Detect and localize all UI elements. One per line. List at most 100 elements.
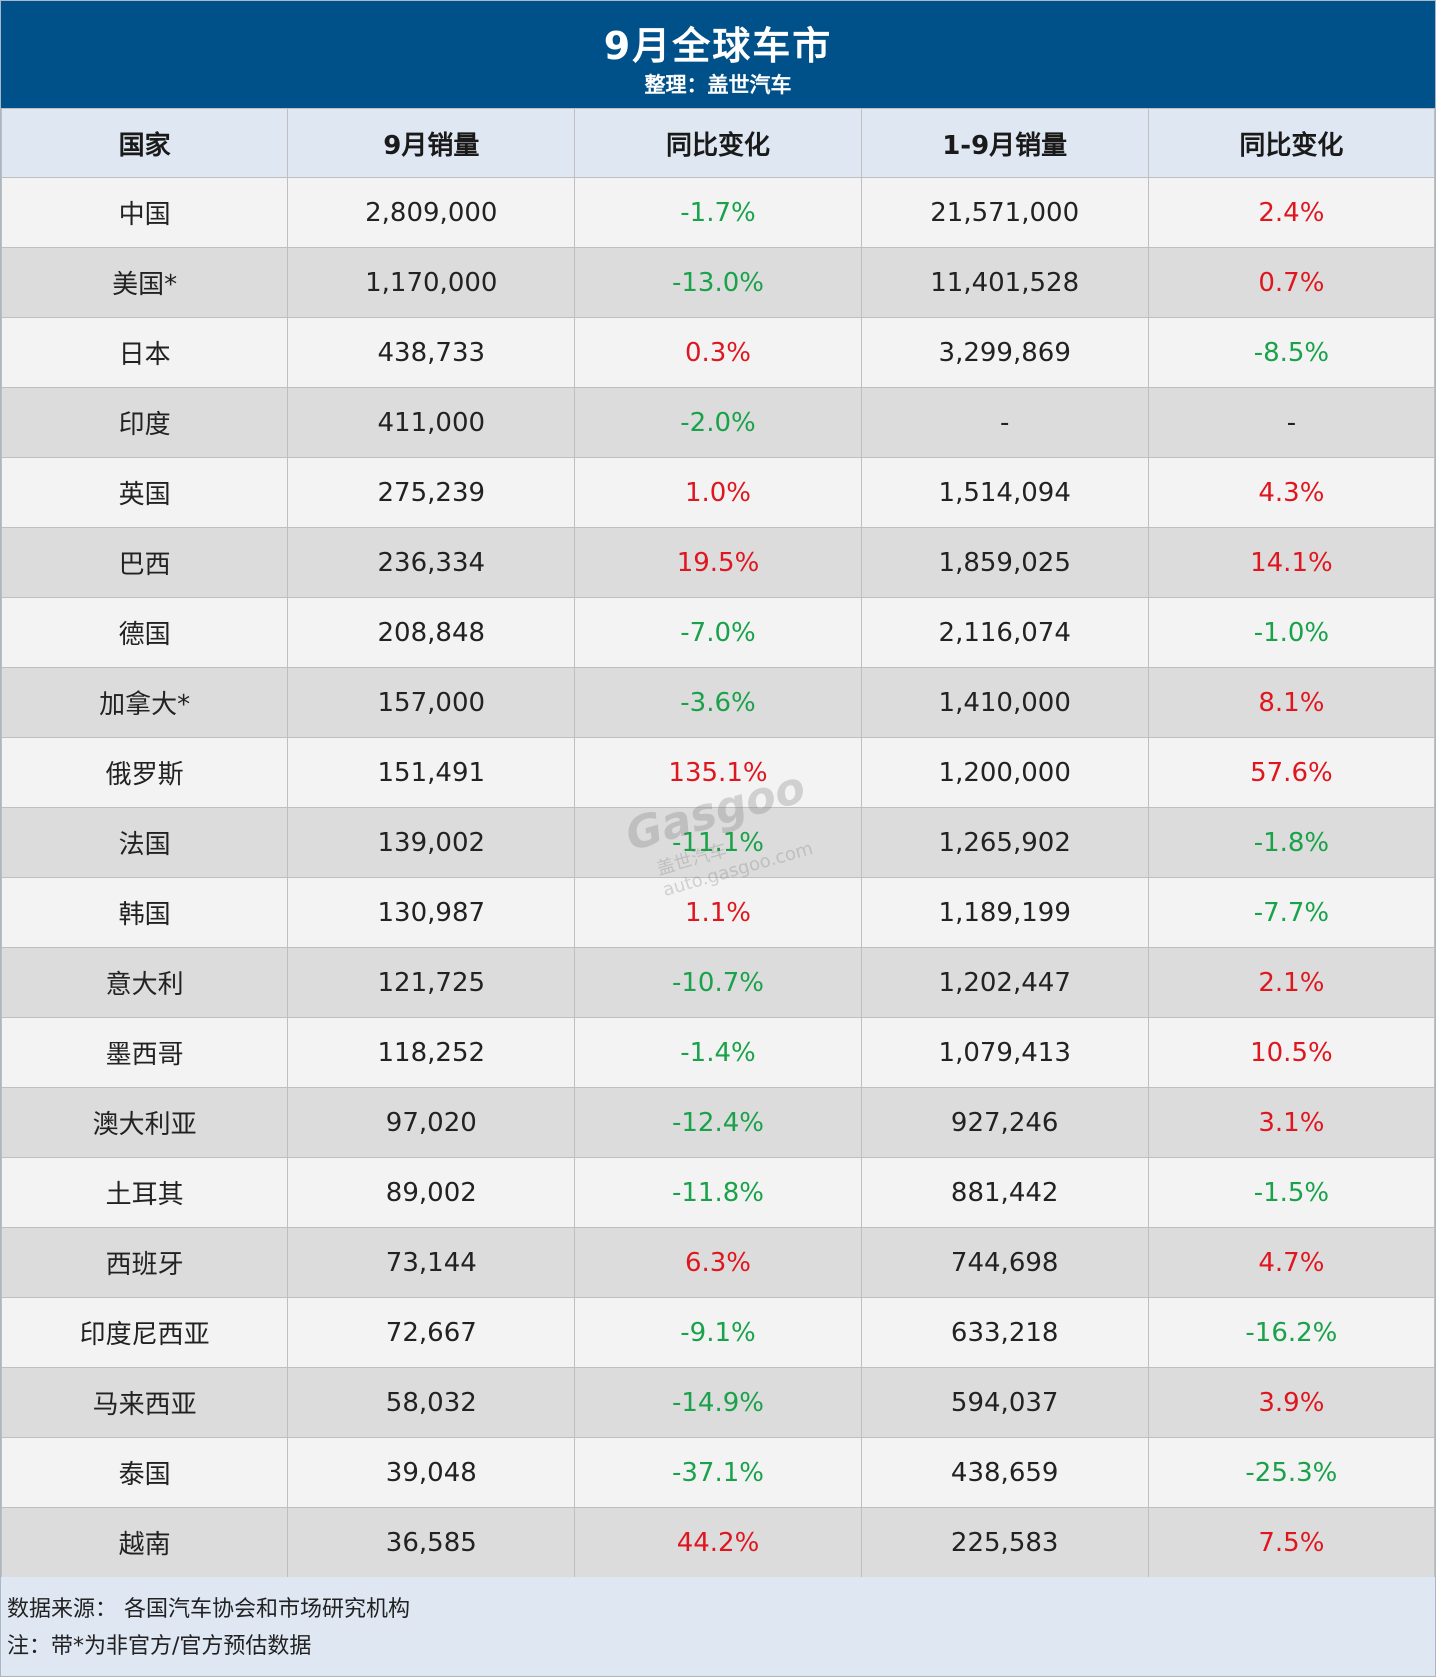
table-row: 巴西 236,334 19.5% 1,859,025 14.1% — [0, 527, 1436, 598]
column-header-ytd-yoy: 同比变化 — [1147, 108, 1436, 178]
cell-sep-yoy: 1.0% — [574, 457, 862, 528]
cell-ytd-sales: 225,583 — [860, 1507, 1149, 1578]
cell-sep-sales: 151,491 — [287, 737, 576, 808]
cell-ytd-yoy: -16.2% — [1147, 1297, 1436, 1368]
cell-sep-yoy: 19.5% — [574, 527, 862, 598]
cell-sep-sales: 73,144 — [287, 1227, 576, 1298]
cell-sep-yoy: 44.2% — [574, 1507, 862, 1578]
cell-sep-yoy: -37.1% — [574, 1437, 862, 1508]
title-bar: 9月全球车市 整理：盖世汽车 — [1, 1, 1435, 108]
cell-sep-sales: 121,725 — [287, 947, 576, 1018]
cell-ytd-sales: 1,410,000 — [860, 667, 1149, 738]
cell-sep-sales: 130,987 — [287, 877, 576, 948]
cell-country: 越南 — [0, 1507, 289, 1578]
cell-ytd-sales: 1,514,094 — [860, 457, 1149, 528]
cell-ytd-yoy: -8.5% — [1147, 317, 1436, 388]
cell-ytd-yoy: -25.3% — [1147, 1437, 1436, 1508]
cell-ytd-yoy: 2.1% — [1147, 947, 1436, 1018]
cell-ytd-yoy: 8.1% — [1147, 667, 1436, 738]
table-row: 中国 2,809,000 -1.7% 21,571,000 2.4% — [0, 177, 1436, 248]
cell-country: 土耳其 — [0, 1157, 289, 1228]
cell-ytd-sales: - — [860, 387, 1149, 458]
cell-ytd-sales: 1,079,413 — [860, 1017, 1149, 1088]
cell-sep-sales: 89,002 — [287, 1157, 576, 1228]
cell-ytd-yoy: 3.9% — [1147, 1367, 1436, 1438]
cell-sep-yoy: -1.7% — [574, 177, 862, 248]
cell-ytd-sales: 1,859,025 — [860, 527, 1149, 598]
cell-ytd-yoy: 57.6% — [1147, 737, 1436, 808]
cell-sep-sales: 157,000 — [287, 667, 576, 738]
cell-ytd-sales: 594,037 — [860, 1367, 1149, 1438]
cell-sep-sales: 275,239 — [287, 457, 576, 528]
cell-sep-sales: 2,809,000 — [287, 177, 576, 248]
cell-ytd-sales: 438,659 — [860, 1437, 1149, 1508]
cell-country: 美国* — [0, 247, 289, 318]
cell-ytd-sales: 1,265,902 — [860, 807, 1149, 878]
cell-ytd-yoy: 7.5% — [1147, 1507, 1436, 1578]
cell-country: 韩国 — [0, 877, 289, 948]
cell-ytd-yoy: 2.4% — [1147, 177, 1436, 248]
cell-country: 巴西 — [0, 527, 289, 598]
footer-source: 数据来源： 各国汽车协会和市场研究机构 — [7, 1597, 410, 1622]
column-header-sep-sales: 9月销量 — [287, 108, 576, 178]
cell-ytd-yoy: 14.1% — [1147, 527, 1436, 598]
table-header-row: 国家 9月销量 同比变化 1-9月销量 同比变化 — [0, 108, 1436, 178]
table-row: 墨西哥 118,252 -1.4% 1,079,413 10.5% — [0, 1017, 1436, 1088]
table-row: 澳大利亚 97,020 -12.4% 927,246 3.1% — [0, 1087, 1436, 1158]
cell-sep-yoy: -10.7% — [574, 947, 862, 1018]
table-row: 马来西亚 58,032 -14.9% 594,037 3.9% — [0, 1367, 1436, 1438]
cell-ytd-sales: 21,571,000 — [860, 177, 1149, 248]
table-row: 法国 139,002 -11.1% 1,265,902 -1.8% — [0, 807, 1436, 878]
cell-ytd-yoy: -1.0% — [1147, 597, 1436, 668]
table-row: 印度尼西亚 72,667 -9.1% 633,218 -16.2% — [0, 1297, 1436, 1368]
table-row: 日本 438,733 0.3% 3,299,869 -8.5% — [0, 317, 1436, 388]
cell-sep-yoy: -7.0% — [574, 597, 862, 668]
cell-sep-yoy: -1.4% — [574, 1017, 862, 1088]
cell-country: 墨西哥 — [0, 1017, 289, 1088]
cell-ytd-yoy: 4.3% — [1147, 457, 1436, 528]
table-row: 越南 36,585 44.2% 225,583 7.5% — [0, 1507, 1436, 1578]
cell-ytd-sales: 744,698 — [860, 1227, 1149, 1298]
cell-ytd-sales: 2,116,074 — [860, 597, 1149, 668]
cell-country: 西班牙 — [0, 1227, 289, 1298]
cell-sep-yoy: -11.8% — [574, 1157, 862, 1228]
cell-ytd-sales: 3,299,869 — [860, 317, 1149, 388]
cell-sep-yoy: -9.1% — [574, 1297, 862, 1368]
cell-country: 加拿大* — [0, 667, 289, 738]
cell-sep-sales: 58,032 — [287, 1367, 576, 1438]
cell-sep-yoy: -13.0% — [574, 247, 862, 318]
table-row: 德国 208,848 -7.0% 2,116,074 -1.0% — [0, 597, 1436, 668]
cell-ytd-sales: 1,200,000 — [860, 737, 1149, 808]
table-row: 土耳其 89,002 -11.8% 881,442 -1.5% — [0, 1157, 1436, 1228]
cell-sep-yoy: 6.3% — [574, 1227, 862, 1298]
cell-sep-yoy: -2.0% — [574, 387, 862, 458]
cell-ytd-yoy: 3.1% — [1147, 1087, 1436, 1158]
cell-ytd-sales: 881,442 — [860, 1157, 1149, 1228]
cell-sep-sales: 139,002 — [287, 807, 576, 878]
cell-ytd-sales: 1,202,447 — [860, 947, 1149, 1018]
footer: 数据来源： 各国汽车协会和市场研究机构 注：带*为非官方/官方预估数据 — [1, 1577, 1435, 1676]
cell-sep-sales: 39,048 — [287, 1437, 576, 1508]
cell-ytd-yoy: - — [1147, 387, 1436, 458]
cell-sep-yoy: 135.1% — [574, 737, 862, 808]
cell-sep-sales: 118,252 — [287, 1017, 576, 1088]
cell-sep-yoy: 0.3% — [574, 317, 862, 388]
cell-country: 英国 — [0, 457, 289, 528]
table-row: 俄罗斯 151,491 135.1% 1,200,000 57.6% — [0, 737, 1436, 808]
cell-sep-sales: 97,020 — [287, 1087, 576, 1158]
cell-sep-yoy: -3.6% — [574, 667, 862, 738]
table-row: 意大利 121,725 -10.7% 1,202,447 2.1% — [0, 947, 1436, 1018]
table-row: 西班牙 73,144 6.3% 744,698 4.7% — [0, 1227, 1436, 1298]
cell-country: 日本 — [0, 317, 289, 388]
cell-ytd-sales: 11,401,528 — [860, 247, 1149, 318]
cell-ytd-yoy: -1.8% — [1147, 807, 1436, 878]
cell-sep-sales: 36,585 — [287, 1507, 576, 1578]
table-row: 英国 275,239 1.0% 1,514,094 4.3% — [0, 457, 1436, 528]
cell-sep-sales: 208,848 — [287, 597, 576, 668]
cell-country: 印度尼西亚 — [0, 1297, 289, 1368]
cell-sep-sales: 1,170,000 — [287, 247, 576, 318]
cell-ytd-yoy: -7.7% — [1147, 877, 1436, 948]
cell-ytd-yoy: 4.7% — [1147, 1227, 1436, 1298]
column-header-ytd-sales: 1-9月销量 — [860, 108, 1149, 178]
cell-ytd-yoy: -1.5% — [1147, 1157, 1436, 1228]
